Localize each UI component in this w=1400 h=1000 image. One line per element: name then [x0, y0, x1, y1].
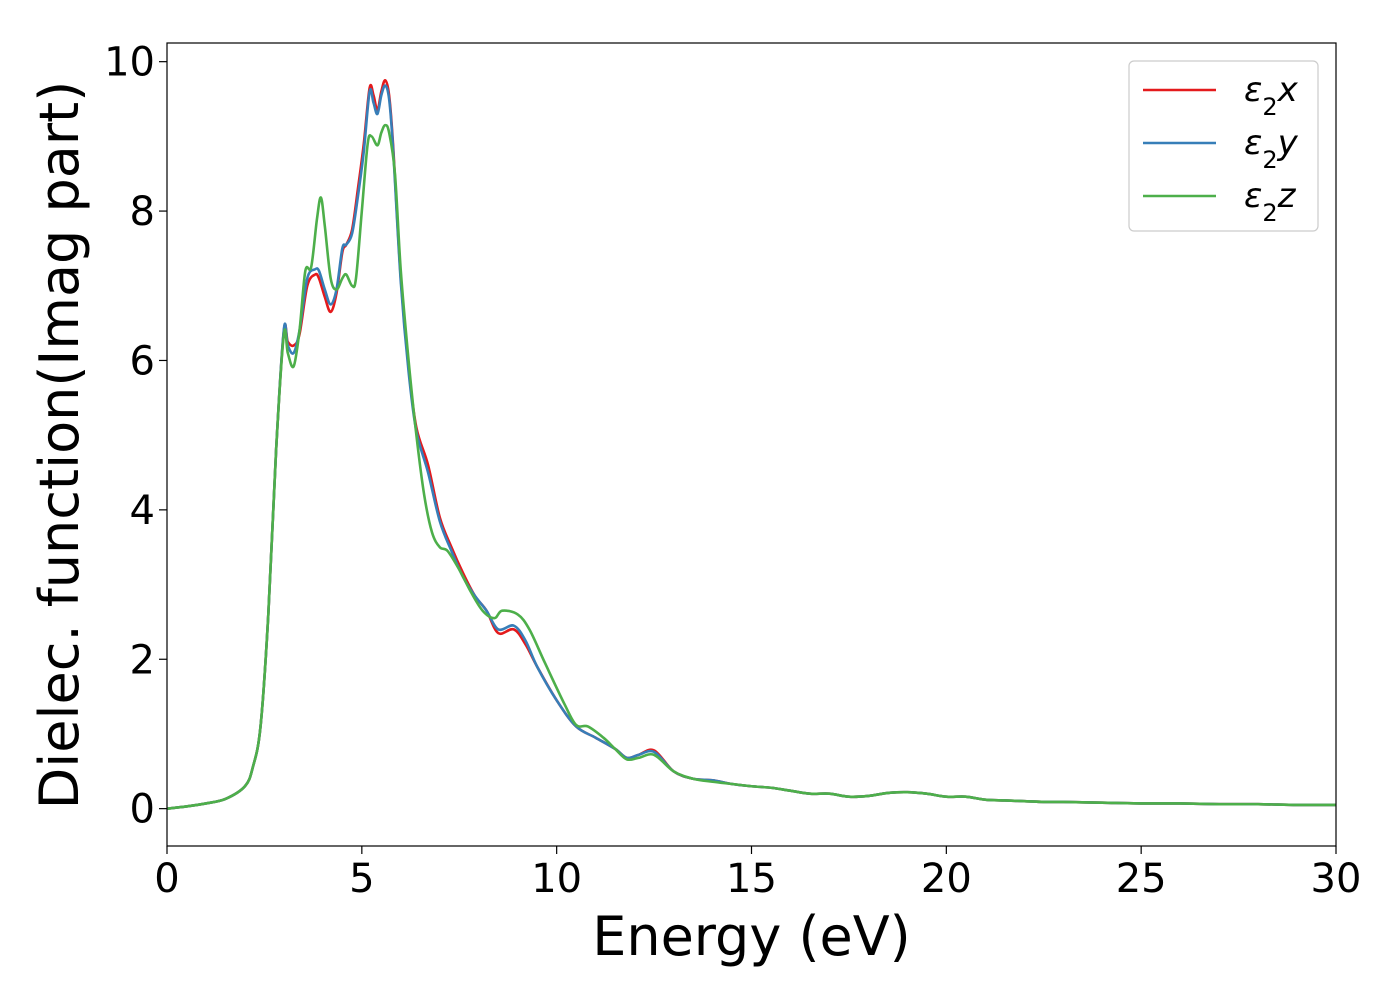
- series-line-z: [166, 123, 1337, 810]
- y-axis-title: Dielec. function(Imag part): [28, 81, 91, 810]
- y-tick-label: 6: [130, 338, 155, 384]
- y-axis-ticks: 0 2 4 6 8 10: [104, 40, 167, 833]
- series-layer: [166, 79, 1337, 810]
- x-tick-label: 10: [531, 856, 582, 902]
- y-tick-label: 10: [104, 40, 155, 86]
- y-tick-label: 4: [130, 488, 155, 534]
- x-tick-label: 5: [349, 856, 374, 902]
- x-tick-label: 25: [1116, 856, 1167, 902]
- legend-label-x: ε2x: [1244, 70, 1299, 121]
- x-tick-label: 30: [1311, 856, 1362, 902]
- x-axis-ticks: 0 5 10 15 20 25 30: [154, 846, 1361, 902]
- y-tick-label: 0: [130, 787, 155, 833]
- x-tick-label: 20: [921, 856, 972, 902]
- x-axis-title: Energy (eV): [592, 905, 911, 968]
- legend-frame: [1128, 60, 1319, 232]
- x-tick-label: 15: [726, 856, 777, 902]
- legend-label-z: ε2z: [1244, 176, 1297, 227]
- legend-label-y: ε2y: [1244, 123, 1299, 174]
- x-tick-label: 0: [154, 856, 179, 902]
- y-tick-label: 2: [130, 637, 155, 683]
- y-tick-label: 8: [130, 189, 155, 235]
